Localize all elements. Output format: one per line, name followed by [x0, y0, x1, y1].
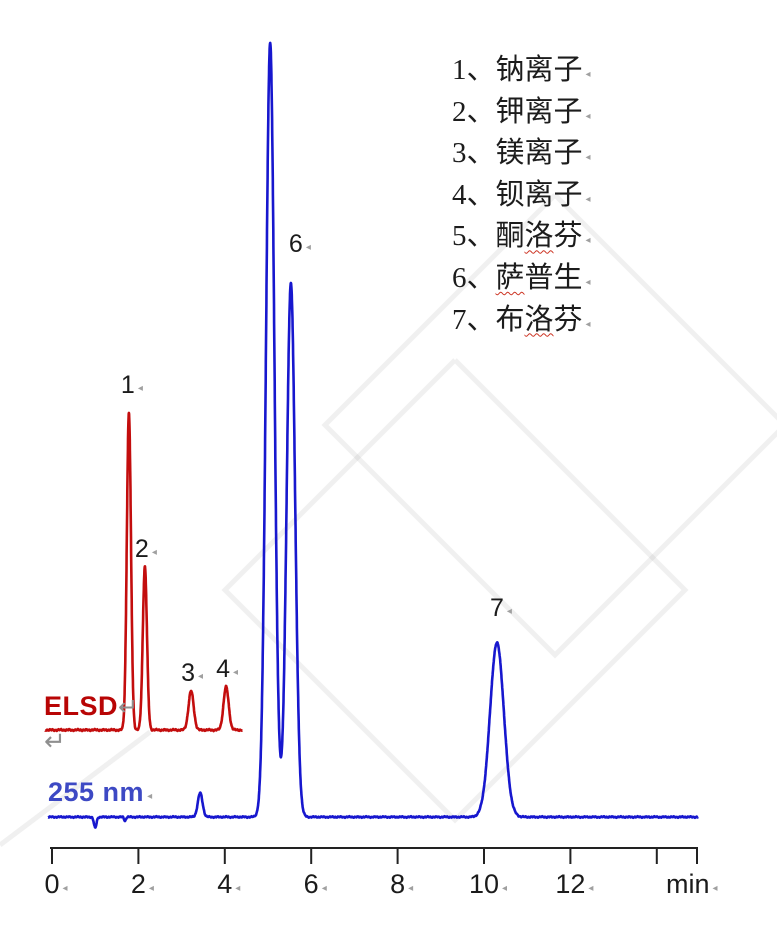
format-mark-icon: ◂ — [588, 883, 594, 894]
format-mark-icon: ◂ — [321, 883, 327, 894]
x-tick-label-10: 10 ◂ — [468, 869, 508, 899]
format-mark-icon: ◂ — [585, 193, 591, 205]
format-mark-icon: ◂ — [147, 791, 153, 802]
format-mark-icon: ◂ — [151, 546, 157, 558]
legend-item-2: 2、钾离子 ◂ — [452, 95, 591, 128]
legend-item-1: 1、钠离子 ◂ — [452, 54, 591, 86]
x-tick-label-12: 12 ◂ — [555, 869, 594, 899]
format-mark-icon: ◂ — [408, 883, 414, 894]
peak-label-7: 7 ◂ — [489, 593, 512, 622]
format-mark-icon: ◂ — [305, 241, 311, 253]
return-mark-icon: ↵ — [118, 694, 139, 721]
trace-255-nm — [47, 41, 699, 829]
traces — [44, 41, 699, 829]
x-tick-label-8: 8 ◂ — [390, 869, 414, 899]
peak-label-4: 4 ◂ — [216, 654, 239, 683]
uv-detector-label: 255 nm ◂ — [48, 777, 153, 807]
peak-label-2: 2 ◂ — [134, 534, 157, 563]
format-mark-icon: ◂ — [233, 666, 239, 678]
format-mark-icon: ◂ — [585, 235, 591, 247]
format-mark-icon: ◂ — [585, 318, 591, 330]
legend-item-6: 6、萨普生 ◂ — [452, 261, 591, 294]
legend-item-5: 5、酮洛芬 ◂ — [452, 220, 591, 253]
x-tick-label-2: 2 ◂ — [130, 869, 154, 899]
watermark — [0, 193, 777, 847]
format-mark-icon: ◂ — [235, 883, 241, 894]
format-mark-icon: ◂ — [148, 883, 154, 894]
legend-item-4: 4、钡离子 ◂ — [452, 178, 591, 211]
format-mark-icon: ◂ — [198, 671, 204, 682]
x-tick-label-0: 0 ◂ — [44, 869, 68, 899]
trace-elsd — [44, 411, 244, 733]
x-axis — [50, 847, 698, 864]
x-tick-label-4: 4 ◂ — [217, 869, 241, 899]
format-mark-icon: ◂ — [137, 383, 143, 394]
format-mark-icon: ◂ — [62, 883, 68, 894]
format-mark-icon: ◂ — [712, 883, 718, 894]
peak-label-1: 1 ◂ — [120, 371, 143, 399]
format-mark-icon: ◂ — [585, 69, 591, 80]
peak-label-6: 6 ◂ — [288, 229, 311, 258]
peak-label-3: 3 ◂ — [181, 659, 204, 687]
format-mark-icon: ◂ — [585, 152, 591, 164]
format-mark-icon: ◂ — [506, 605, 512, 617]
format-mark-icon: ◂ — [585, 276, 591, 288]
elsd-detector-label: ELSD↵ — [44, 691, 139, 721]
legend-item-3: 3、镁离子 ◂ — [452, 137, 591, 170]
format-mark-icon: ◂ — [502, 883, 508, 894]
peak-legend: 1、钠离子 ◂ 2、钾离子 ◂ 3、镁离子 ◂ 4、钡离子 ◂ 5、酮洛芬 ◂ 6、萨普生 ◂ 7、布洛… — [452, 50, 591, 341]
format-mark-icon: ◂ — [585, 110, 591, 122]
x-tick-label-6: 6 ◂ — [303, 869, 327, 899]
legend-item-7: 7、布洛芬 ◂ — [452, 303, 591, 336]
x-axis-unit-label: min ◂ — [666, 869, 718, 899]
return-mark-icon: ↵ — [44, 726, 66, 756]
